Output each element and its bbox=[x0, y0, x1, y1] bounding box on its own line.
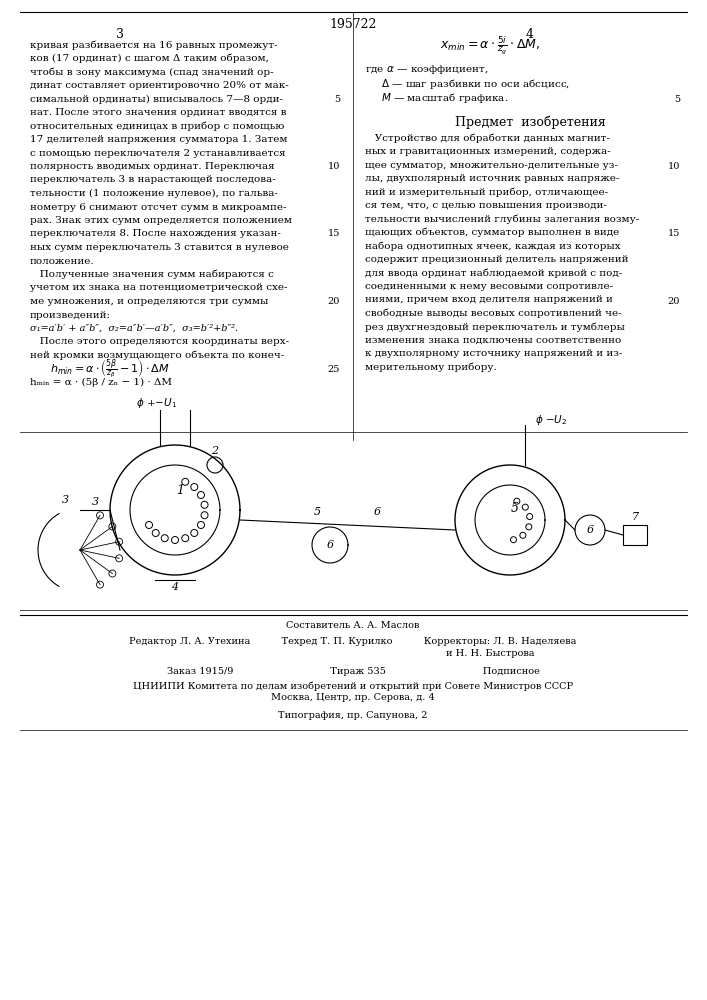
Text: $\phi$ +$-U_1$: $\phi$ +$-U_1$ bbox=[136, 396, 177, 410]
Text: с помощью переключателя 2 устанавливается: с помощью переключателя 2 устанавливаетс… bbox=[30, 148, 286, 157]
Text: Москва, Центр, пр. Серова, д. 4: Москва, Центр, пр. Серова, д. 4 bbox=[271, 694, 435, 702]
Text: Полученные значения сумм набираются с: Полученные значения сумм набираются с bbox=[30, 270, 274, 279]
Text: ных сумм переключатель 3 ставится в нулевое: ных сумм переключатель 3 ставится в нуле… bbox=[30, 243, 289, 252]
Text: Предмет  изобретения: Предмет изобретения bbox=[455, 115, 605, 129]
Text: ков (17 ординат) с шагом Δ таким образом,: ков (17 ординат) с шагом Δ таким образом… bbox=[30, 54, 269, 63]
Text: мерительному прибору.: мерительному прибору. bbox=[365, 363, 497, 372]
Text: нат. После этого значения ординат вводятся в: нат. После этого значения ординат вводят… bbox=[30, 108, 286, 117]
Text: чтобы в зону максимума (спад значений ор-: чтобы в зону максимума (спад значений ор… bbox=[30, 67, 274, 77]
Text: 6: 6 bbox=[586, 525, 594, 535]
Text: ных и гравитационных измерений, содержа-: ных и гравитационных измерений, содержа- bbox=[365, 147, 611, 156]
Text: тельности вычислений глубины залегания возму-: тельности вычислений глубины залегания в… bbox=[365, 214, 639, 224]
Text: рез двухгнездовый переключатель и тумблеры: рез двухгнездовый переключатель и тумбле… bbox=[365, 322, 625, 332]
Text: положение.: положение. bbox=[30, 256, 95, 265]
Text: 4: 4 bbox=[171, 582, 179, 592]
Text: ме умножения, и определяются три суммы: ме умножения, и определяются три суммы bbox=[30, 297, 269, 306]
Text: динат составляет ориентировочно 20% от мак-: динат составляет ориентировочно 20% от м… bbox=[30, 81, 288, 90]
Text: к двухполярному источнику напряжений и из-: к двухполярному источнику напряжений и и… bbox=[365, 350, 622, 359]
Text: 25: 25 bbox=[327, 364, 340, 373]
Text: σ₁=a′b′ + a″b″,  σ₂=a″b′—a′b″,  σ₃=b′²+b″².: σ₁=a′b′ + a″b″, σ₂=a″b′—a′b″, σ₃=b′²+b″²… bbox=[30, 324, 238, 333]
Text: содержит прецизионный делитель напряжений: содержит прецизионный делитель напряжени… bbox=[365, 255, 629, 264]
Text: 17 делителей напряжения сумматора 1. Затем: 17 делителей напряжения сумматора 1. Зат… bbox=[30, 135, 288, 144]
Text: $M$ — масштаб графика.: $M$ — масштаб графика. bbox=[381, 91, 508, 105]
Text: Редактор Л. А. Утехина          Техред Т. П. Курилко          Корректоры: Л. В. : Редактор Л. А. Утехина Техред Т. П. Кури… bbox=[129, 638, 577, 647]
Text: 10: 10 bbox=[327, 162, 340, 171]
Text: учетом их знака на потенциометрической схе-: учетом их знака на потенциометрической с… bbox=[30, 284, 288, 292]
Text: и Н. Н. Быстрова: и Н. Н. Быстрова bbox=[171, 650, 534, 658]
Text: $x_{min} = \alpha \cdot \frac{5i}{z_g} \cdot \Delta M,$: $x_{min} = \alpha \cdot \frac{5i}{z_g} \… bbox=[440, 34, 540, 56]
Text: набора однотипных ячеек, каждая из которых: набора однотипных ячеек, каждая из котор… bbox=[365, 241, 621, 251]
Text: симальной ординаты) вписывалось 7—8 орди-: симальной ординаты) вписывалось 7—8 орди… bbox=[30, 94, 283, 104]
Text: ней кромки возмущающего объекта по конеч-: ней кромки возмущающего объекта по конеч… bbox=[30, 351, 284, 360]
Text: 5: 5 bbox=[511, 502, 519, 514]
Text: где $\alpha$ — коэффициент,: где $\alpha$ — коэффициент, bbox=[365, 64, 489, 77]
Text: 2: 2 bbox=[211, 446, 218, 456]
Text: нометру 6 снимают отсчет сумм в микроампе-: нометру 6 снимают отсчет сумм в микроамп… bbox=[30, 202, 286, 212]
Text: После этого определяются координаты верх-: После этого определяются координаты верх… bbox=[30, 338, 289, 347]
Text: 3: 3 bbox=[116, 28, 124, 41]
Text: Типография, пр. Сапунова, 2: Типография, пр. Сапунова, 2 bbox=[279, 710, 428, 720]
Text: 15: 15 bbox=[667, 230, 680, 238]
Text: тельности (1 положение нулевое), по гальва-: тельности (1 положение нулевое), по галь… bbox=[30, 189, 278, 198]
Text: лы, двухполярный источник равных напряже-: лы, двухполярный источник равных напряже… bbox=[365, 174, 619, 183]
Text: произведений:: произведений: bbox=[30, 310, 111, 320]
Text: рах. Знак этих сумм определяется положением: рах. Знак этих сумм определяется положен… bbox=[30, 216, 292, 225]
Text: 4: 4 bbox=[526, 28, 534, 41]
Text: переключатель 3 в нарастающей последова-: переключатель 3 в нарастающей последова- bbox=[30, 176, 276, 184]
Text: изменения знака подключены соответственно: изменения знака подключены соответственн… bbox=[365, 336, 621, 345]
Text: 6: 6 bbox=[374, 507, 381, 517]
Text: Составитель А. А. Маслов: Составитель А. А. Маслов bbox=[286, 620, 420, 630]
Text: кривая разбивается на 16 равных промежут-: кривая разбивается на 16 равных промежут… bbox=[30, 40, 278, 50]
Text: 20: 20 bbox=[327, 297, 340, 306]
Text: 15: 15 bbox=[327, 230, 340, 238]
Text: 3: 3 bbox=[62, 495, 69, 505]
Text: относительных единицах в прибор с помощью: относительных единицах в прибор с помощь… bbox=[30, 121, 284, 131]
Text: hₘᵢₙ = α · (5β / zₙ − 1) · ΔM: hₘᵢₙ = α · (5β / zₙ − 1) · ΔM bbox=[30, 378, 172, 387]
Text: 10: 10 bbox=[667, 162, 680, 171]
Text: 7: 7 bbox=[631, 512, 638, 522]
Text: 20: 20 bbox=[667, 297, 680, 306]
Text: $\Delta$ — шаг разбивки по оси абсцисс,: $\Delta$ — шаг разбивки по оси абсцисс, bbox=[381, 77, 571, 91]
Text: полярность вводимых ординат. Переключая: полярность вводимых ординат. Переключая bbox=[30, 162, 274, 171]
Text: щающих объектов, сумматор выполнен в виде: щающих объектов, сумматор выполнен в вид… bbox=[365, 228, 619, 237]
Text: 6: 6 bbox=[327, 540, 334, 550]
Text: соединенными к нему весовыми сопротивле-: соединенными к нему весовыми сопротивле- bbox=[365, 282, 613, 291]
Text: 1: 1 bbox=[176, 484, 184, 496]
Text: Устройство для обработки данных магнит-: Устройство для обработки данных магнит- bbox=[365, 133, 610, 143]
Text: ниями, причем вход делителя напряжений и: ниями, причем вход делителя напряжений и bbox=[365, 296, 613, 304]
Text: ЦНИИПИ Комитета по делам изобретений и открытий при Совете Министров СССР: ЦНИИПИ Комитета по делам изобретений и о… bbox=[133, 681, 573, 691]
Text: для ввода ординат наблюдаемой кривой с под-: для ввода ординат наблюдаемой кривой с п… bbox=[365, 268, 622, 278]
Text: свободные выводы весовых сопротивлений че-: свободные выводы весовых сопротивлений ч… bbox=[365, 309, 621, 318]
Text: ся тем, что, с целью повышения производи-: ся тем, что, с целью повышения производи… bbox=[365, 201, 607, 210]
Text: 195722: 195722 bbox=[329, 18, 377, 31]
Text: 5: 5 bbox=[334, 95, 340, 104]
Text: 3: 3 bbox=[91, 497, 98, 507]
Text: 5: 5 bbox=[314, 507, 321, 517]
Text: щее сумматор, множительно-делительные уз-: щее сумматор, множительно-делительные уз… bbox=[365, 160, 618, 169]
Text: 5: 5 bbox=[674, 95, 680, 104]
Text: переключателя 8. После нахождения указан-: переключателя 8. После нахождения указан… bbox=[30, 230, 281, 238]
Text: Заказ 1915/9                               Тираж 535                            : Заказ 1915/9 Тираж 535 bbox=[167, 668, 539, 676]
Text: ний и измерительный прибор, отличающее-: ний и измерительный прибор, отличающее- bbox=[365, 187, 608, 197]
Text: $h_{min} = \alpha \cdot \left(\frac{5\beta}{z_{\beta}} - 1\right) \cdot \Delta M: $h_{min} = \alpha \cdot \left(\frac{5\be… bbox=[50, 358, 170, 380]
Bar bbox=[623, 525, 647, 545]
Text: $\phi$ $-U_2$: $\phi$ $-U_2$ bbox=[535, 413, 567, 427]
